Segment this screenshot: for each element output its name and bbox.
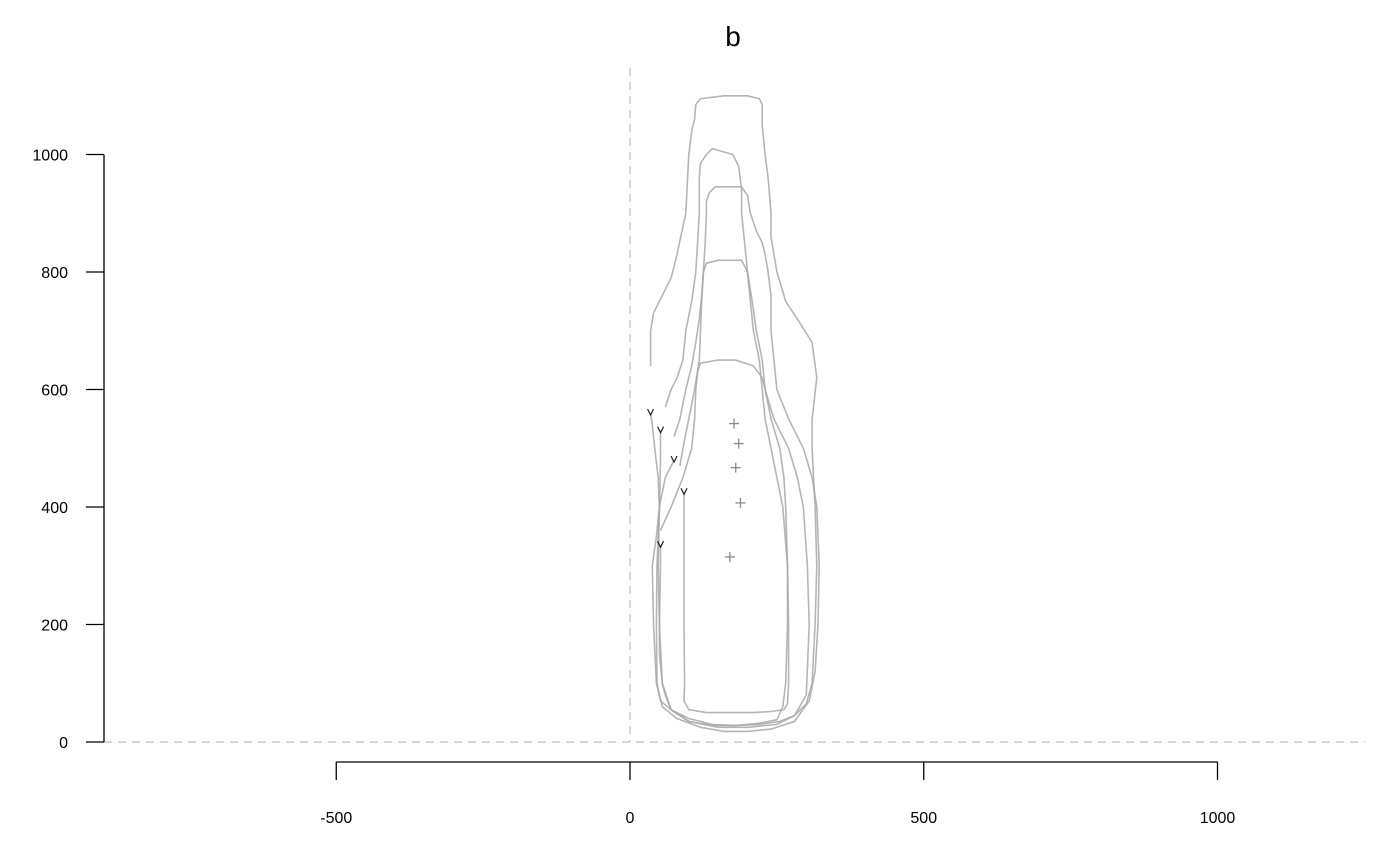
y-tick-label: 1000 [32,148,68,165]
y-tick-label: 200 [41,618,68,635]
start-markers [647,408,688,549]
start-marker [657,426,665,434]
centroid-marker [730,462,741,473]
outline-series-5 [658,359,789,727]
y-axis: 0 200 400 600 800 1000 [32,148,105,752]
centroid-marker [733,438,744,449]
x-tick-label: 0 [626,810,635,827]
outline-series-4 [679,259,790,714]
y-tick-label: 600 [41,383,68,400]
centroid-marker [735,497,746,508]
start-marker [670,455,678,464]
x-tick-label: 500 [910,810,937,827]
x-tick-label: 1000 [1200,810,1236,827]
centroid-marker [724,551,735,562]
bottle-outlines [649,95,821,733]
outline-series-1 [649,95,818,727]
y-tick-label: 400 [41,500,68,517]
chart-title: b [725,21,741,52]
y-tick-label: 0 [59,735,68,752]
outline-series-3 [651,186,821,733]
centroid-marker [728,418,739,429]
start-marker [680,488,688,496]
reference-lines [104,68,1365,743]
y-tick-label: 800 [41,265,68,282]
x-axis: -500 0 500 1000 [320,761,1236,827]
start-marker [657,540,665,549]
start-marker [647,408,655,417]
x-tick-label: -500 [320,810,352,827]
centroid-markers [724,418,746,562]
